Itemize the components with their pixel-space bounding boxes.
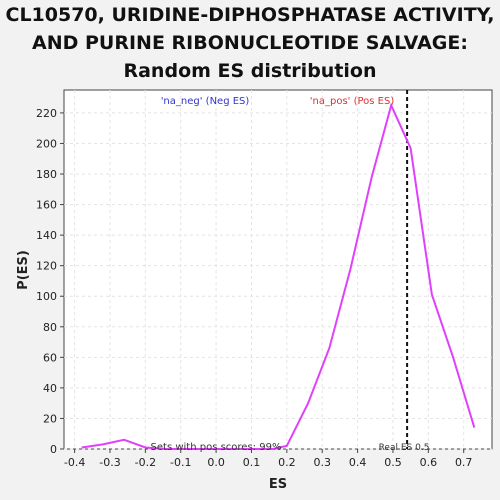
x-tick-label: 0.6: [420, 456, 438, 469]
x-tick-label: -0.1: [170, 456, 191, 469]
y-tick-label: 140: [36, 229, 57, 242]
y-tick-label: 180: [36, 168, 57, 181]
y-axis-ticks: 0 20 40 60 80 100 120 140 160 180 200 220: [36, 107, 64, 456]
y-tick-label: 220: [36, 107, 57, 120]
x-tick-label: 0.4: [349, 456, 367, 469]
y-tick-label: 20: [43, 412, 57, 425]
x-tick-label: 0.5: [384, 456, 402, 469]
x-tick-label: 0.1: [243, 456, 261, 469]
chart-title-line-2: AND PURINE RIBONUCLEOTIDE SALVAGE:: [32, 32, 468, 54]
y-tick-label: 120: [36, 260, 57, 273]
grid: [64, 90, 492, 450]
x-tick-label: 0.2: [278, 456, 296, 469]
pos-es-label: 'na_pos' (Pos ES): [310, 96, 395, 107]
chart-title-line-3: Random ES distribution: [123, 60, 377, 82]
y-tick-label: 80: [43, 321, 57, 334]
x-tick-label: -0.2: [135, 456, 156, 469]
y-tick-label: 60: [43, 351, 57, 364]
x-tick-label: 0.3: [313, 456, 331, 469]
y-tick-label: 200: [36, 137, 57, 150]
x-axis-label: ES: [269, 477, 287, 492]
y-tick-label: 40: [43, 382, 57, 395]
real-es-label: Real ES 0.5: [379, 443, 430, 453]
y-tick-label: 100: [36, 290, 57, 303]
y-tick-label: 160: [36, 199, 57, 212]
sets-with-pos-scores-label: Sets with pos scores: 99%: [151, 442, 282, 453]
x-tick-label: 0.0: [207, 456, 225, 469]
chart-title-line-1: CL10570, URIDINE-DIPHOSPHATASE ACTIVITY,: [5, 4, 495, 26]
y-tick-label: 0: [50, 443, 57, 456]
y-axis-label: P(ES): [16, 250, 31, 290]
neg-es-label: 'na_neg' (Neg ES): [161, 96, 250, 107]
es-distribution-line: [81, 102, 476, 450]
x-tick-label: 0.7: [455, 456, 473, 469]
x-tick-label: -0.4: [64, 456, 85, 469]
plot-area: [63, 89, 493, 450]
x-tick-label: -0.3: [99, 456, 120, 469]
x-axis-ticks: -0.4 -0.3 -0.2 -0.1 0.0 0.1 0.2 0.3 0.4 0.5 0.6 0.7: [64, 449, 473, 469]
